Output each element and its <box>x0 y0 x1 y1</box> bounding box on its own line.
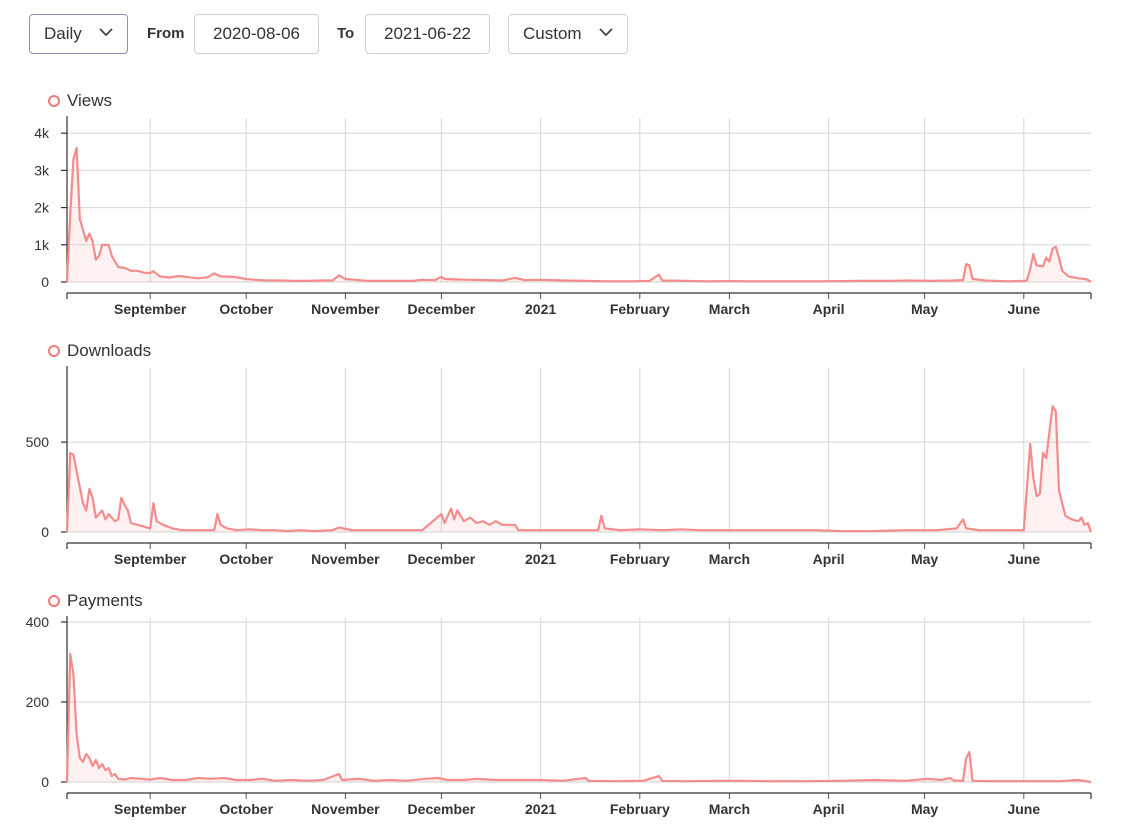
views-title-text: Views <box>67 91 113 110</box>
x-tick-label: November <box>311 801 380 817</box>
x-tick-label: September <box>114 551 187 567</box>
x-tick-label: February <box>610 551 670 567</box>
x-tick-label: September <box>114 801 187 817</box>
x-tick-label: May <box>911 801 938 817</box>
views-chart-title: Views <box>48 91 112 111</box>
payments-series-area <box>67 654 1091 782</box>
x-tick-label: April <box>813 551 845 567</box>
toolbar: Daily From 2020-08-06 To 2021-06-22 Cust… <box>29 14 1129 56</box>
from-date-value: 2020-08-06 <box>213 24 300 43</box>
to-date-value: 2021-06-22 <box>384 24 471 43</box>
x-tick-label: 2021 <box>525 551 556 567</box>
x-tick-label: June <box>1007 551 1040 567</box>
range-value: Custom <box>523 24 582 43</box>
to-label: To <box>337 25 355 42</box>
views-chart: 0 1k 2k 3k 4k September October November Decembe… <box>34 116 1092 317</box>
x-tick-label: 2021 <box>525 801 556 817</box>
y-tick-label: 200 <box>26 694 50 710</box>
x-tick-label: 2021 <box>525 301 556 317</box>
x-tick-label: November <box>311 551 380 567</box>
y-tick-label: 500 <box>26 434 50 450</box>
x-tick-label: December <box>408 551 476 567</box>
x-tick-label: September <box>114 301 187 317</box>
x-tick-label: October <box>219 551 273 567</box>
payments-chart-title: Payments <box>48 591 143 611</box>
x-tick-label: February <box>610 301 670 317</box>
from-date-input[interactable]: 2020-08-06 <box>194 14 319 54</box>
payments-series-line <box>65 652 1092 784</box>
range-dropdown[interactable]: Custom <box>508 14 628 54</box>
downloads-series-area <box>67 406 1091 532</box>
x-tick-label: October <box>219 301 273 317</box>
y-tick-label: 0 <box>41 274 49 290</box>
y-tick-label: 400 <box>26 614 50 630</box>
x-tick-label: June <box>1007 301 1040 317</box>
x-tick-label: December <box>408 801 476 817</box>
from-label: From <box>147 25 185 42</box>
series-marker-icon <box>48 595 60 607</box>
interval-value: Daily <box>44 24 82 43</box>
downloads-title-text: Downloads <box>67 341 152 360</box>
to-date-input[interactable]: 2021-06-22 <box>365 14 490 54</box>
y-tick-label: 4k <box>34 125 50 141</box>
y-tick-label: 0 <box>41 524 49 540</box>
x-tick-label: March <box>709 801 750 817</box>
chevron-down-icon <box>99 28 113 37</box>
views-series-line <box>65 146 1092 283</box>
x-tick-label: April <box>813 801 845 817</box>
payments-title-text: Payments <box>67 591 143 610</box>
chevron-down-icon <box>599 28 613 37</box>
y-tick-label: 1k <box>34 237 50 253</box>
x-tick-label: November <box>311 301 380 317</box>
payments-chart: 0 200 400 September October November December 2… <box>26 614 1092 817</box>
interval-dropdown[interactable]: Daily <box>29 14 128 54</box>
y-tick-label: 0 <box>41 774 49 790</box>
series-marker-icon <box>48 345 60 357</box>
x-tick-label: February <box>610 801 670 817</box>
x-tick-label: May <box>911 301 938 317</box>
x-tick-label: May <box>911 551 938 567</box>
x-tick-label: June <box>1007 801 1040 817</box>
x-tick-label: March <box>709 551 750 567</box>
downloads-series-line <box>65 405 1093 533</box>
views-series-area <box>67 148 1091 282</box>
x-tick-label: December <box>408 301 476 317</box>
downloads-chart: 0 500 September October November December 2021… <box>26 366 1093 567</box>
downloads-chart-title: Downloads <box>48 341 151 361</box>
x-tick-label: March <box>709 301 750 317</box>
y-tick-label: 2k <box>34 200 50 216</box>
x-tick-label: October <box>219 801 273 817</box>
x-tick-label: April <box>813 301 845 317</box>
series-marker-icon <box>48 95 60 107</box>
y-tick-label: 3k <box>34 162 50 178</box>
